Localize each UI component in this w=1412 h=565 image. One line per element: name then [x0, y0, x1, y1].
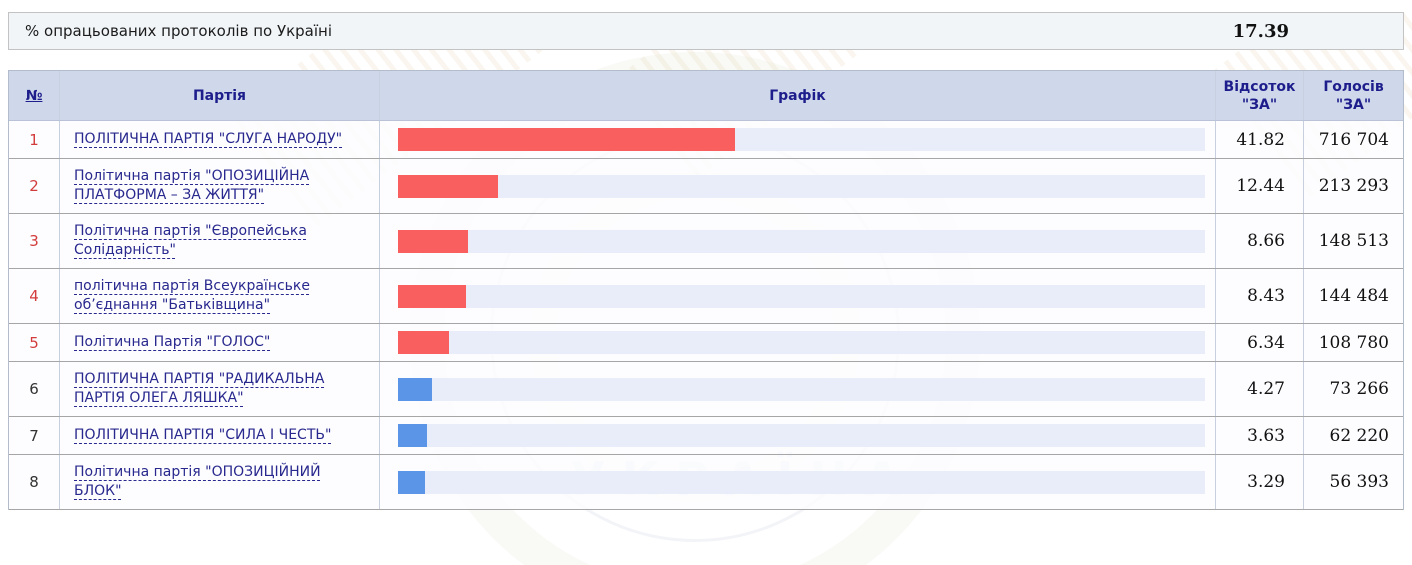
- percent-value: 41.82: [1216, 121, 1304, 158]
- table-row: 7 ПОЛІТИЧНА ПАРТІЯ "СИЛА І ЧЕСТЬ" 3.63 6…: [9, 417, 1403, 455]
- column-header-votes: Голосів "ЗА": [1323, 78, 1384, 113]
- row-number: 8: [9, 455, 60, 509]
- party-link[interactable]: Політична Партія "ГОЛОС": [74, 334, 271, 350]
- number-sort-link[interactable]: №: [25, 87, 43, 104]
- percent-value: 8.43: [1216, 269, 1304, 323]
- table-row: 1 ПОЛІТИЧНА ПАРТІЯ "СЛУГА НАРОДУ" 41.82 …: [9, 121, 1403, 159]
- bar-cell: [380, 417, 1216, 454]
- column-header-chart: Графік: [380, 71, 1216, 120]
- bar-track: [398, 128, 1205, 151]
- table-header: № Партія Графік Відсоток "ЗА" Голосів "З…: [9, 71, 1403, 121]
- percent-value: 12.44: [1216, 159, 1304, 213]
- row-number: 7: [9, 417, 60, 454]
- column-header-number: №: [9, 71, 60, 120]
- result-bar: [398, 284, 467, 308]
- votes-value: 108 780: [1318, 332, 1389, 353]
- row-number: 1: [9, 121, 60, 158]
- bar-track: [398, 377, 1205, 401]
- bar-cell: [380, 455, 1216, 509]
- bar-track: [398, 174, 1205, 198]
- table-row: 3 Політична партія "Європейська Солідарн…: [9, 214, 1403, 269]
- header-row: № Партія Графік Відсоток "ЗА" Голосів "З…: [9, 71, 1403, 121]
- party-link[interactable]: Політична партія "ОПОЗИЦІЙНА ПЛАТФОРМА –…: [74, 168, 310, 203]
- votes-value: 62 220: [1329, 425, 1389, 446]
- bar-cell: [380, 121, 1216, 158]
- row-number: 2: [9, 159, 60, 213]
- percent-value: 3.63: [1216, 417, 1304, 454]
- table-row: 8 Політична партія "ОПОЗИЦІЙНИЙ БЛОК" 3.…: [9, 455, 1403, 510]
- bar-cell: [380, 214, 1216, 268]
- bar-track: [398, 424, 1205, 447]
- row-number: 4: [9, 269, 60, 323]
- result-bar: [398, 128, 736, 151]
- percent-value: 6.34: [1216, 324, 1304, 361]
- bar-track: [398, 331, 1205, 354]
- bar-track: [398, 470, 1205, 494]
- result-bar: [398, 331, 450, 354]
- result-bar: [398, 229, 468, 253]
- party-link[interactable]: ПОЛІТИЧНА ПАРТІЯ "СЛУГА НАРОДУ": [74, 131, 343, 147]
- bar-track: [398, 229, 1205, 253]
- party-link[interactable]: Політична партія "Європейська Солідарніс…: [74, 223, 307, 258]
- results-page: УКРАЇНА % опрацьованих протоколів по Укр…: [0, 12, 1412, 565]
- percent-value: 4.27: [1216, 362, 1304, 416]
- table-row: 4 політична партія Всеукраїнське об’єдна…: [9, 269, 1403, 324]
- result-bar: [398, 377, 433, 401]
- result-bar: [398, 174, 499, 198]
- votes-value: 716 704: [1318, 129, 1389, 150]
- protocols-processed-label: % опрацьованих протоколів по Україні: [25, 22, 333, 40]
- protocols-processed-value: 17.39: [1232, 20, 1289, 42]
- votes-value: 148 513: [1318, 231, 1389, 251]
- bar-cell: [380, 362, 1216, 416]
- bar-cell: [380, 159, 1216, 213]
- row-number: 5: [9, 324, 60, 361]
- table-row: 2 Політична партія "ОПОЗИЦІЙНА ПЛАТФОРМА…: [9, 159, 1403, 214]
- result-bar: [398, 424, 428, 447]
- votes-value: 73 266: [1329, 379, 1389, 399]
- column-header-percent: Відсоток "ЗА": [1216, 71, 1304, 120]
- table-body: 1 ПОЛІТИЧНА ПАРТІЯ "СЛУГА НАРОДУ" 41.82 …: [9, 121, 1403, 510]
- table-row: 5 Політична Партія "ГОЛОС" 6.34 108 780: [9, 324, 1403, 362]
- result-bar: [398, 470, 425, 494]
- party-link[interactable]: ПОЛІТИЧНА ПАРТІЯ "СИЛА І ЧЕСТЬ": [74, 427, 332, 443]
- bar-cell: [380, 269, 1216, 323]
- row-number: 6: [9, 362, 60, 416]
- votes-value: 144 484: [1318, 286, 1389, 306]
- percent-value: 3.29: [1216, 455, 1304, 509]
- party-link[interactable]: ПОЛІТИЧНА ПАРТІЯ "РАДИКАЛЬНА ПАРТІЯ ОЛЕГ…: [74, 371, 325, 406]
- column-header-party: Партія: [60, 71, 380, 120]
- table-row: 6 ПОЛІТИЧНА ПАРТІЯ "РАДИКАЛЬНА ПАРТІЯ ОЛ…: [9, 362, 1403, 417]
- votes-value: 213 293: [1318, 176, 1389, 196]
- party-link[interactable]: політична партія Всеукраїнське об’єднанн…: [74, 278, 310, 313]
- row-number: 3: [9, 214, 60, 268]
- bar-cell: [380, 324, 1216, 361]
- party-link[interactable]: Політична партія "ОПОЗИЦІЙНИЙ БЛОК": [74, 464, 321, 499]
- percent-value: 8.66: [1216, 214, 1304, 268]
- results-table: № Партія Графік Відсоток "ЗА" Голосів "З…: [8, 70, 1404, 510]
- protocols-processed-panel: % опрацьованих протоколів по Україні 17.…: [8, 12, 1404, 50]
- bar-track: [398, 284, 1205, 308]
- votes-value: 56 393: [1329, 472, 1389, 492]
